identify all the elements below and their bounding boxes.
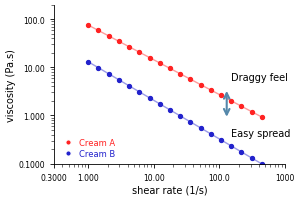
Point (260, 116, 264, 119)
Point (137, 91, 142, 94)
Point (178, 115, 182, 118)
Point (96, 30, 101, 33)
Point (86, 61, 91, 64)
Point (188, 121, 193, 124)
Point (96, 67, 101, 70)
Point (157, 103, 162, 106)
Point (106, 35, 111, 38)
Point (239, 151, 244, 154)
Point (249, 157, 254, 160)
Point (219, 94, 224, 98)
Point (147, 97, 152, 100)
Text: Easy spread: Easy spread (231, 129, 291, 139)
Point (208, 133, 213, 136)
Point (260, 163, 264, 166)
Point (167, 67, 172, 71)
Point (229, 100, 234, 103)
Y-axis label: viscosity (Pa.s): viscosity (Pa.s) (6, 48, 16, 121)
Text: Draggy feel: Draggy feel (231, 73, 288, 83)
Point (86, 24, 91, 28)
Point (229, 145, 234, 148)
Point (127, 46, 131, 49)
X-axis label: shear rate (1/s): shear rate (1/s) (132, 185, 207, 194)
Point (157, 62, 162, 65)
Point (116, 40, 121, 44)
Point (106, 73, 111, 76)
Point (137, 51, 142, 54)
Point (239, 105, 244, 108)
Point (167, 109, 172, 112)
Point (208, 89, 213, 92)
Legend: Cream A, Cream B: Cream A, Cream B (58, 137, 117, 160)
Point (219, 139, 224, 142)
Point (198, 127, 203, 130)
Point (198, 84, 203, 87)
Point (116, 79, 121, 82)
Point (178, 73, 182, 76)
Point (249, 110, 254, 114)
Point (147, 57, 152, 60)
Point (188, 78, 193, 81)
Point (127, 85, 131, 88)
